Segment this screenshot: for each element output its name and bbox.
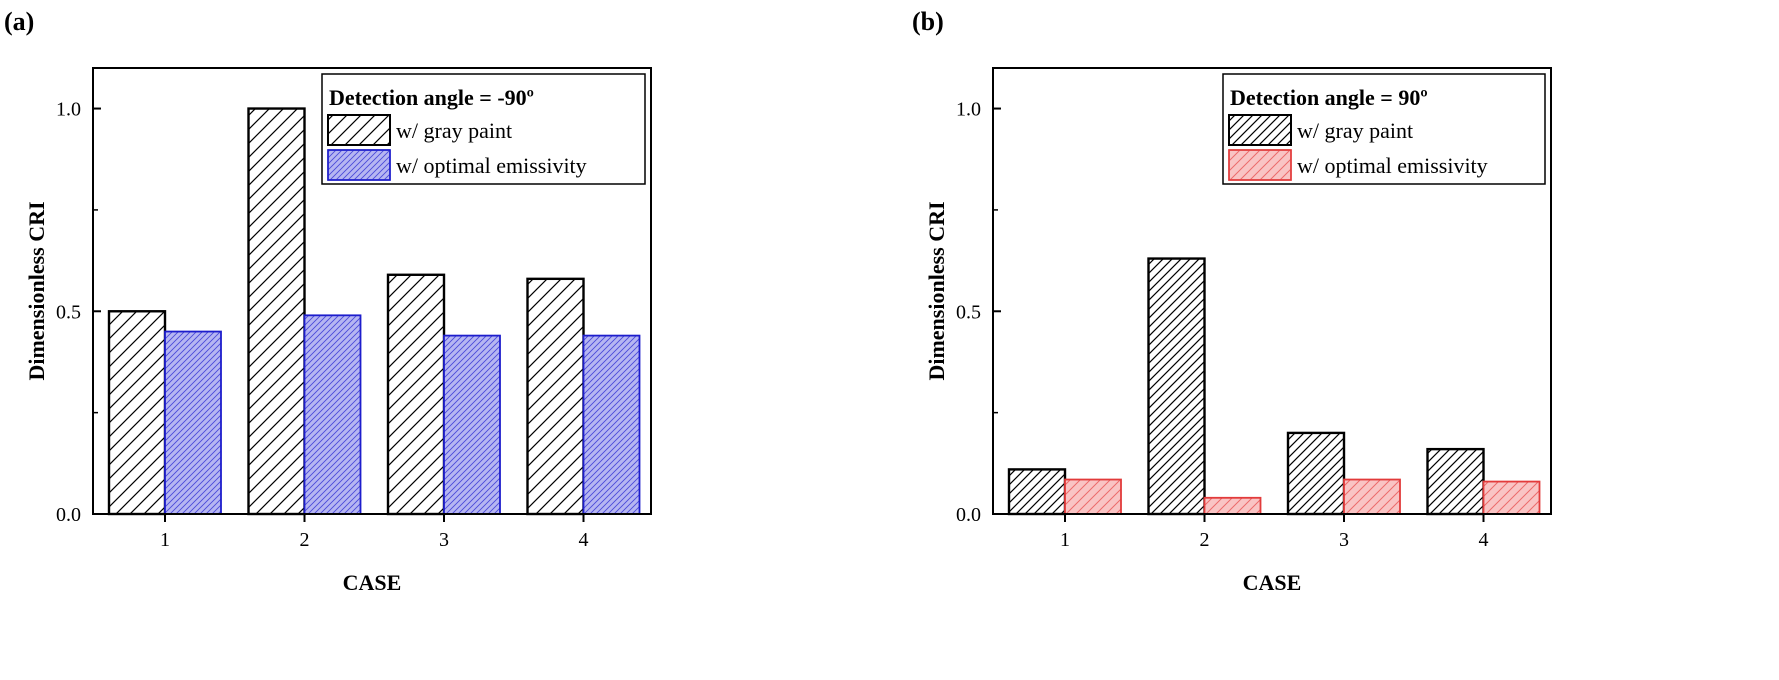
x-axis-ticks: 1 2 3 4 — [160, 514, 589, 551]
legend-label-optimal-emissivity: w/ optimal emissivity — [396, 153, 587, 178]
legend-swatch-hatch — [327, 114, 391, 146]
bar-case-3-series-1 — [1286, 431, 1346, 516]
bar-case-1-series-2 — [164, 330, 222, 515]
legend-swatch-hatch — [1228, 149, 1292, 181]
legend-label-gray-paint: w/ gray paint — [396, 118, 512, 143]
x-tick-label: 3 — [439, 529, 449, 551]
panel-label: (b) — [912, 7, 944, 36]
bar-case-2-series-1 — [1147, 257, 1206, 516]
x-tick-label: 1 — [1060, 529, 1070, 551]
x-axis-title: CASE — [1243, 570, 1302, 595]
y-tick-label: 1.0 — [56, 99, 81, 121]
y-tick-label: 1.0 — [956, 99, 981, 121]
legend-title: Detection angle = -90º — [329, 85, 534, 110]
bar-case-1-series-1 — [107, 310, 167, 516]
bar-case-1-series-1 — [1007, 468, 1067, 516]
chart-panel-b: (b) 0.0 0.5 1.0 1 2 3 4 CASE Dimensionless CR… — [912, 7, 1552, 595]
x-tick-label: 2 — [1200, 529, 1210, 551]
y-axis-title: Dimensionless CRI — [924, 201, 949, 380]
bar-case-2-series-2 — [1203, 496, 1262, 515]
bar-case-3-series-1 — [386, 273, 446, 516]
bar-case-2-series-2 — [303, 314, 362, 515]
panel-label: (a) — [4, 7, 34, 36]
y-axis-ticks: 0.0 0.5 1.0 — [956, 99, 1001, 526]
legend-swatch-hatch — [1228, 114, 1292, 146]
legend-label-gray-paint: w/ gray paint — [1297, 118, 1413, 143]
x-axis-title: CASE — [343, 570, 402, 595]
legend-label-optimal-emissivity: w/ optimal emissivity — [1297, 153, 1488, 178]
bars-group — [107, 107, 641, 516]
plot-frame — [992, 67, 1552, 515]
chart-panel-a: (a) 0.0 0.5 1.0 1 2 3 4 CASE Dimensionless CR… — [4, 7, 652, 595]
legend: Detection angle = 90º w/ gray paint w/ o… — [1222, 73, 1546, 185]
legend-title: Detection angle = 90º — [1230, 85, 1428, 110]
bar-case-4-series-1 — [1426, 447, 1485, 516]
y-tick-label: 0.5 — [56, 301, 81, 323]
bar-case-4-series-2 — [582, 334, 641, 515]
x-tick-label: 1 — [160, 529, 170, 551]
bars-group — [1007, 257, 1541, 516]
y-tick-label: 0.0 — [956, 504, 981, 526]
y-tick-label: 0.0 — [56, 504, 81, 526]
y-axis-title: Dimensionless CRI — [24, 201, 49, 380]
y-tick-label: 0.5 — [956, 301, 981, 323]
bar-case-1-series-2 — [1064, 478, 1122, 515]
bar-case-4-series-1 — [526, 277, 585, 516]
bar-case-3-series-2 — [1343, 478, 1401, 515]
x-tick-label: 2 — [300, 529, 310, 551]
x-tick-label: 4 — [1479, 529, 1489, 551]
bar-case-2-series-1 — [247, 107, 306, 516]
legend-swatch-hatch — [327, 149, 391, 181]
x-tick-label: 4 — [579, 529, 589, 551]
y-axis-ticks: 0.0 0.5 1.0 — [56, 99, 101, 526]
x-tick-label: 3 — [1339, 529, 1349, 551]
x-axis-ticks: 1 2 3 4 — [1060, 514, 1489, 551]
legend: Detection angle = -90º w/ gray paint w/ … — [321, 73, 646, 185]
bar-case-4-series-2 — [1482, 480, 1541, 515]
plot-frame — [92, 67, 652, 515]
bar-case-3-series-2 — [443, 334, 501, 515]
